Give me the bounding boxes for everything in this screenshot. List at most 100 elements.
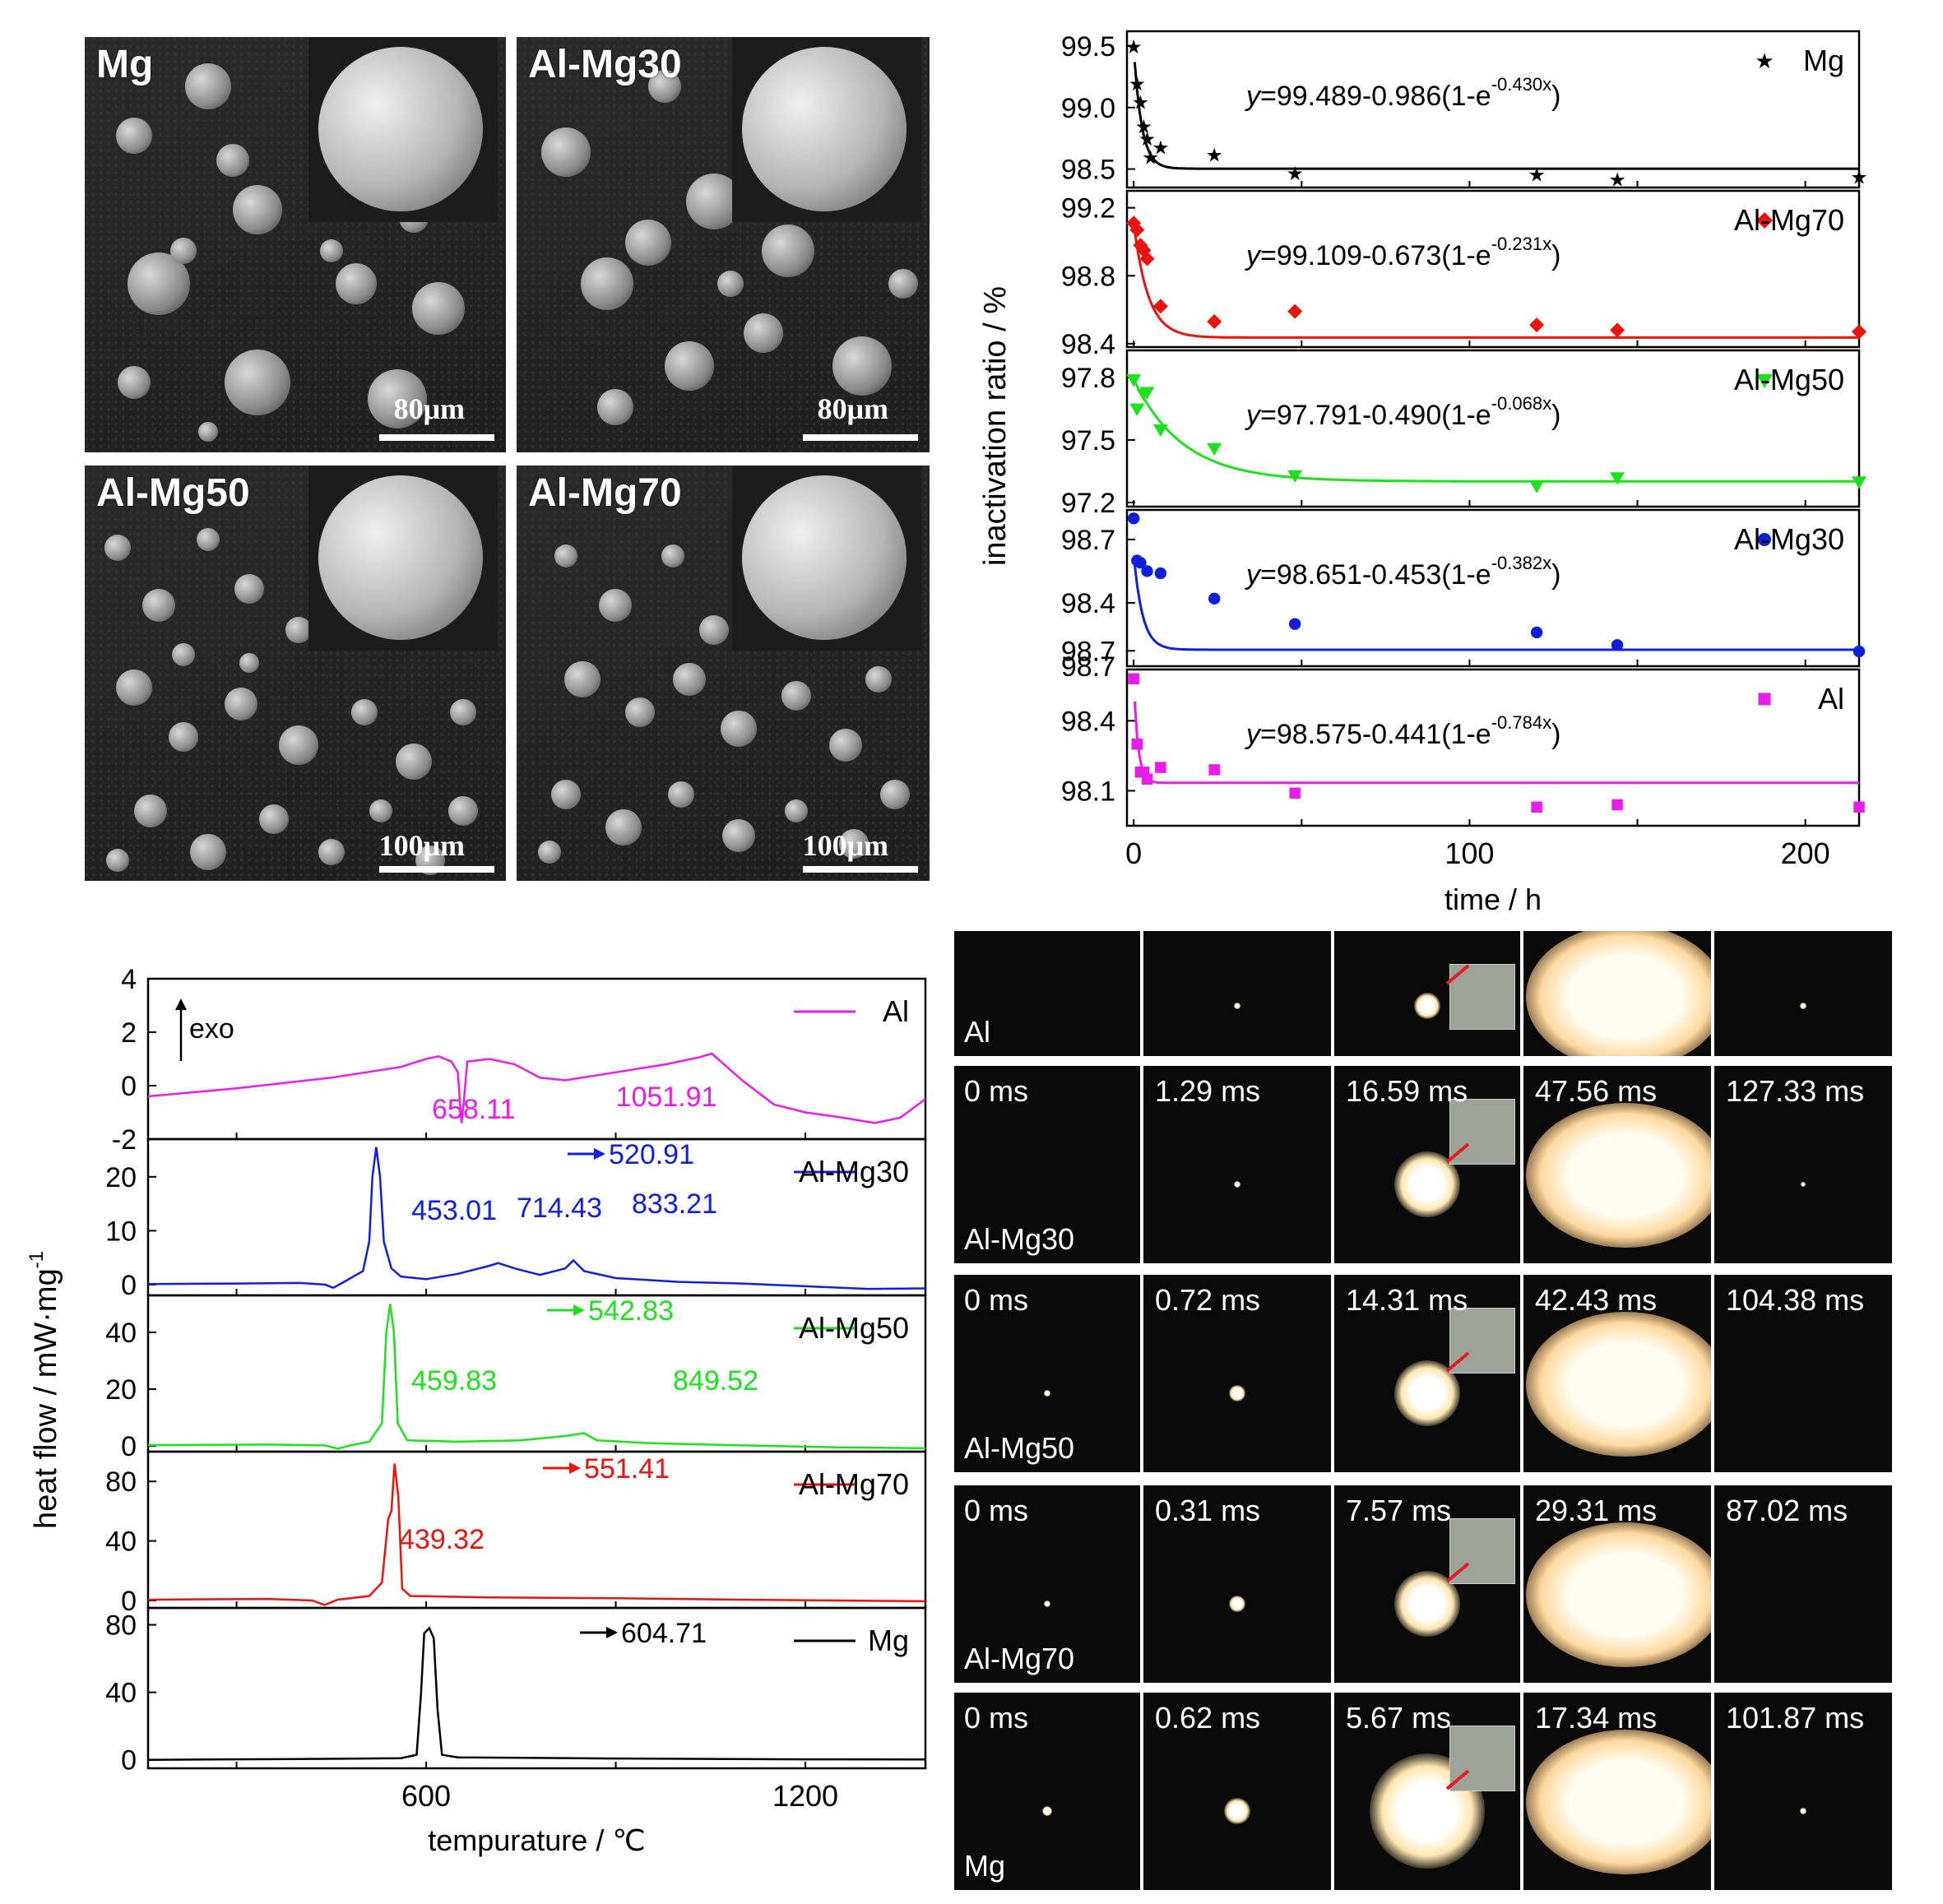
- equation-close: ): [1551, 81, 1560, 112]
- y-tick-label: 99.2: [1061, 193, 1115, 225]
- y-tick-label: 97.5: [1061, 425, 1115, 456]
- legend-marker: [1758, 533, 1771, 546]
- combustion-frame: 5.67 ms: [1334, 1693, 1520, 1890]
- combustion-frame: 0 ms Al-Mg70: [954, 1485, 1140, 1683]
- particle: [116, 669, 152, 706]
- y-tick-label: -2: [112, 1124, 137, 1156]
- scale-bar: [379, 866, 494, 873]
- data-point: [1129, 222, 1145, 238]
- legend-label: Al-Mg70: [799, 1467, 909, 1501]
- glow: [1394, 1151, 1460, 1217]
- particle: [116, 118, 152, 154]
- particle: [661, 544, 684, 567]
- equation-y: y: [1245, 559, 1262, 591]
- scale-bar-label: 80μm: [393, 392, 465, 425]
- fit-curve: [1134, 381, 1859, 483]
- data-point: [1126, 215, 1142, 231]
- particle: [225, 350, 290, 415]
- data-point: [1610, 322, 1625, 338]
- data-point: ★: [1138, 128, 1156, 150]
- particle: [668, 781, 694, 808]
- large-particle: [742, 47, 907, 211]
- sem-panel: Al-Mg50 100μm: [85, 466, 506, 881]
- y-tick-label: 0: [121, 1586, 137, 1617]
- sample-label: Al-Mg70: [964, 1642, 1075, 1675]
- data-point: [1287, 303, 1303, 319]
- sem-label: Mg: [96, 43, 154, 86]
- combustion-frame: 17.34 ms: [1523, 1693, 1711, 1890]
- zoom-inset: [1449, 1726, 1515, 1791]
- data-point: [1208, 764, 1220, 776]
- legend-label: Al-Mg30: [1734, 522, 1844, 556]
- data-point: ★: [1287, 163, 1304, 184]
- sem-panel: Al-Mg70 100μm: [517, 466, 930, 881]
- data-point: [1155, 762, 1166, 773]
- data-point: ★: [1132, 91, 1149, 113]
- equation-exponent: -0.068x: [1491, 393, 1551, 414]
- peak-label: 714.43: [517, 1193, 602, 1224]
- sem-label: Al-Mg50: [96, 471, 250, 515]
- particle: [118, 366, 151, 399]
- flame: [1526, 1103, 1711, 1248]
- equation-y: y: [1245, 240, 1262, 271]
- glow: [1229, 1385, 1245, 1401]
- data-point: [1152, 299, 1168, 314]
- fit-equation: y=99.489-0.986(1-e-0.430x): [1245, 74, 1560, 112]
- equation-y: y: [1245, 719, 1262, 750]
- time-label: 7.57 ms: [1346, 1494, 1452, 1527]
- legend-label: Al-Mg70: [1734, 203, 1844, 237]
- equation-close: ): [1551, 719, 1560, 750]
- legend-label: Al: [1818, 682, 1844, 716]
- particle: [318, 839, 345, 865]
- data-point: [1152, 424, 1168, 438]
- particle: [320, 239, 343, 262]
- data-point: [1530, 626, 1543, 639]
- particle: [170, 238, 197, 264]
- data-point: ★: [1142, 147, 1159, 169]
- glow: [1394, 1571, 1460, 1637]
- sem-panel: Mg 80μm: [85, 37, 506, 452]
- y-label-main: heat flow / mW·mg: [29, 1268, 63, 1529]
- combustion-frame: 42.43 ms: [1523, 1275, 1711, 1472]
- flame: [1526, 1312, 1711, 1457]
- data-point: [1131, 738, 1143, 750]
- x-tick-label: 200: [1781, 836, 1830, 870]
- data-point: [1529, 480, 1545, 493]
- combustion-frame: 0.62 ms: [1143, 1693, 1331, 1890]
- particle: [185, 63, 231, 109]
- time-label: 5.67 ms: [1346, 1701, 1452, 1735]
- peak-label: 453.01: [411, 1195, 497, 1226]
- fit-equation: y=97.791-0.490(1-e-0.068x): [1245, 393, 1560, 431]
- time-label: 42.43 ms: [1535, 1283, 1658, 1317]
- peak-label: 520.91: [609, 1139, 694, 1170]
- particle-inset: [308, 37, 498, 222]
- time-label: 0.72 ms: [1155, 1283, 1261, 1317]
- time-label: 0 ms: [964, 1283, 1029, 1317]
- time-label: 17.34 ms: [1535, 1701, 1658, 1735]
- y-tick-label: 98.1: [1061, 776, 1115, 807]
- glow: [1042, 1806, 1052, 1816]
- zoom-inset: [1449, 964, 1515, 1030]
- legend-label: Al-Mg30: [799, 1155, 909, 1188]
- glow: [1044, 1601, 1050, 1607]
- y-tick-label: 40: [105, 1526, 137, 1558]
- peak-label: 439.32: [399, 1524, 485, 1555]
- time-label: 101.87 ms: [1726, 1701, 1865, 1735]
- particle: [396, 744, 432, 780]
- y-tick-label: 20: [105, 1374, 137, 1406]
- y-tick-label: 2: [121, 1017, 137, 1049]
- data-point: [1134, 556, 1147, 569]
- time-label: 29.31 ms: [1535, 1494, 1658, 1527]
- legend-marker: [1756, 374, 1773, 388]
- y-axis-label: inactivation ratio / %: [978, 286, 1013, 566]
- axes-frame: [1125, 508, 1861, 668]
- time-label: 104.38 ms: [1726, 1283, 1865, 1317]
- heat-flow-curve: [147, 1147, 926, 1290]
- equation-main: =99.489-0.986(1-e: [1260, 81, 1491, 112]
- y-label-sup: -1: [26, 1251, 48, 1268]
- x-tick-label: 600: [401, 1779, 451, 1813]
- combustion-frame: 7.57 ms: [1334, 1485, 1520, 1683]
- time-label: 47.56 ms: [1535, 1074, 1658, 1108]
- arrow-head: [569, 1462, 581, 1474]
- data-point: [1128, 673, 1139, 685]
